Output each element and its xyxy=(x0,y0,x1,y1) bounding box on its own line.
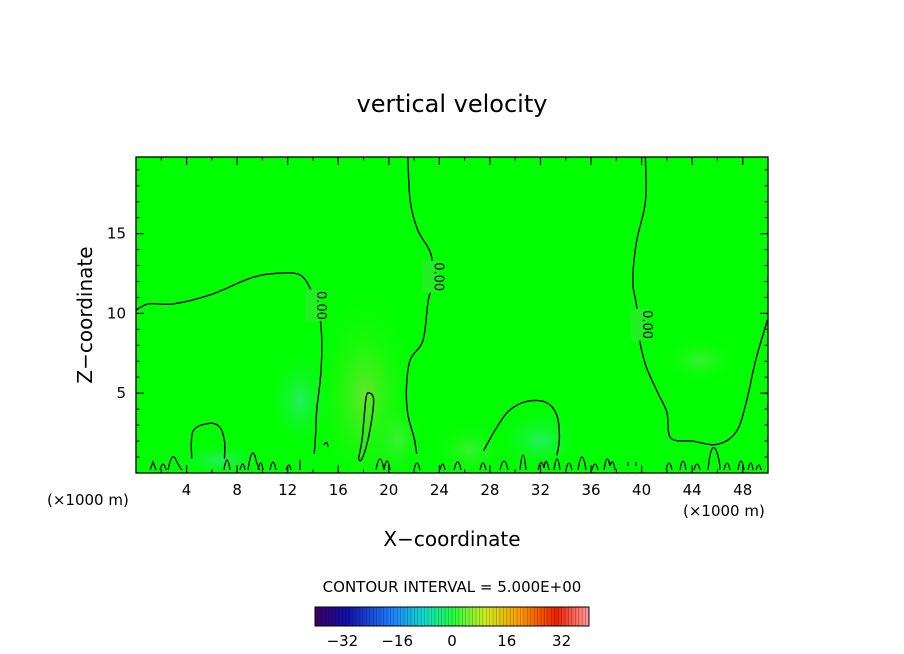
x-tick-label: 16 xyxy=(329,481,348,499)
zero-contour-line xyxy=(357,391,375,462)
positive-anomaly xyxy=(660,335,740,385)
chart-title: vertical velocity xyxy=(357,90,548,118)
contour-label: 0.00 xyxy=(313,291,328,320)
zero-contour-line xyxy=(190,422,226,459)
velocity-field: 0.00 0.00 0.00 xyxy=(136,157,768,473)
colorbar-ticks: −32 −16 0 16 32 xyxy=(327,632,572,650)
colorbar: −32 −16 0 16 32 xyxy=(314,606,590,650)
x-tick-label: 48 xyxy=(733,481,752,499)
y-axis-label: Z−coordinate xyxy=(73,246,97,383)
x-axis-units-right: (×1000 m) xyxy=(683,502,765,520)
x-axis-units-left: (×1000 m) xyxy=(47,491,129,509)
colorbar-tick-label: −32 xyxy=(327,632,359,650)
contour-label-gap xyxy=(631,308,648,341)
contour-label: 0.00 xyxy=(639,310,654,339)
x-axis-label: X−coordinate xyxy=(383,527,520,551)
x-tick-label: 20 xyxy=(379,481,398,499)
contour-label-gap xyxy=(422,260,439,293)
negative-anomaly xyxy=(170,440,270,473)
zero-contour-line xyxy=(482,399,561,456)
surface-contour-noise xyxy=(149,441,762,471)
zero-contours: 0.00 0.00 0.00 xyxy=(136,157,768,462)
x-tick-label: 32 xyxy=(531,481,550,499)
contour-label-gap xyxy=(304,289,321,322)
colorbar-tick-label: 32 xyxy=(552,632,571,650)
y-tick-label: 5 xyxy=(116,384,126,402)
colorbar-dividers xyxy=(318,607,586,626)
y-tick-label: 10 xyxy=(107,304,126,322)
zero-contour-line xyxy=(405,157,434,454)
positive-anomaly xyxy=(430,420,510,473)
x-tick-label: 36 xyxy=(581,481,600,499)
x-tick-label: 12 xyxy=(278,481,297,499)
plot-background xyxy=(136,157,768,473)
positive-anomaly xyxy=(368,395,428,473)
colorbar-gradient xyxy=(314,606,590,627)
plot-frame xyxy=(135,156,769,474)
zero-contour-line xyxy=(136,272,323,454)
zero-contour-line xyxy=(632,157,768,446)
y-axis-ticks: 5 10 15 xyxy=(107,169,768,458)
contour-interval-text: CONTOUR INTERVAL = 5.000E+00 xyxy=(323,578,582,596)
contour-label: 0.00 xyxy=(431,262,446,291)
x-tick-label: 8 xyxy=(232,481,242,499)
x-axis-ticks: 4 8 12 16 20 24 28 32 36 40 44 48 xyxy=(160,157,752,499)
x-tick-label: 4 xyxy=(182,481,192,499)
colorbar-tick-label: 16 xyxy=(497,632,516,650)
x-tick-label: 44 xyxy=(683,481,702,499)
x-tick-label: 24 xyxy=(430,481,449,499)
x-tick-label: 40 xyxy=(632,481,651,499)
negative-anomaly xyxy=(265,345,335,455)
y-tick-label: 15 xyxy=(107,225,126,243)
x-tick-label: 28 xyxy=(480,481,499,499)
colorbar-tick-label: 0 xyxy=(447,632,457,650)
negative-anomaly xyxy=(495,405,585,473)
colorbar-tick-label: −16 xyxy=(381,632,413,650)
